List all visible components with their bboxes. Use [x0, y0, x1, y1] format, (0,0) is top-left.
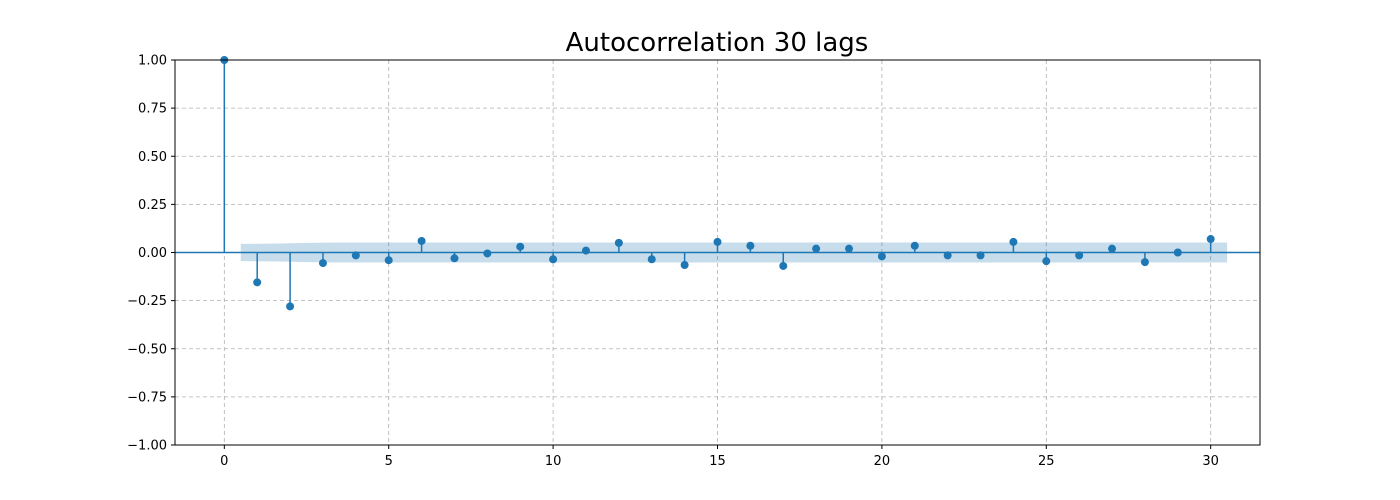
x-tick-label: 25: [1038, 454, 1055, 469]
y-tick-label: 0.25: [138, 198, 167, 213]
stem-marker: [1206, 235, 1215, 244]
x-tick-label: 30: [1202, 454, 1219, 469]
y-tick-label: 1.00: [138, 54, 167, 69]
stem-marker: [253, 278, 262, 287]
y-tick-label: −0.50: [127, 342, 167, 357]
y-axis-ticks: 1.00 0.75 0.50 0.25 0.00 −0.25 −0.50 −0.75 −1.00: [127, 54, 175, 454]
stem-marker: [976, 251, 985, 260]
stem-marker: [943, 251, 952, 260]
y-tick-label: −0.75: [127, 390, 167, 405]
stem-layer: [220, 56, 1215, 311]
stem-marker: [516, 242, 525, 251]
chart-title: Autocorrelation 30 lags: [566, 28, 869, 58]
stem-marker: [845, 244, 854, 253]
stem-marker: [318, 259, 327, 268]
stem-marker: [746, 241, 755, 250]
stem-marker: [581, 246, 590, 255]
stem-marker: [812, 244, 821, 253]
stem-marker: [1173, 248, 1182, 257]
stem-marker: [483, 249, 492, 258]
stem-marker: [450, 254, 459, 263]
x-tick-label: 20: [874, 454, 891, 469]
stem-marker: [351, 251, 360, 260]
stem-marker: [877, 252, 886, 261]
x-axis-ticks: 0 5 10 15 20 25 30: [220, 445, 1219, 469]
stem-marker: [286, 302, 295, 311]
y-tick-label: 0.00: [138, 246, 167, 261]
x-tick-label: 10: [545, 454, 562, 469]
stem-marker: [549, 255, 558, 264]
stem-marker: [779, 261, 788, 270]
stem-marker: [1075, 251, 1084, 260]
x-tick-label: 0: [220, 454, 228, 469]
stem-marker: [1108, 244, 1117, 253]
y-tick-label: 0.75: [138, 102, 167, 117]
stem-marker: [1140, 258, 1149, 267]
stem-marker: [1009, 237, 1018, 246]
y-tick-label: −1.00: [127, 439, 167, 454]
stem-marker: [680, 261, 689, 270]
stem-marker: [417, 236, 426, 245]
x-tick-label: 15: [709, 454, 726, 469]
stem-marker: [647, 255, 656, 264]
y-tick-label: 0.50: [138, 150, 167, 165]
y-tick-label: −0.25: [127, 294, 167, 309]
stem-marker: [1042, 257, 1051, 266]
stem-marker: [384, 256, 393, 265]
stem-marker: [614, 238, 623, 247]
stem-marker: [910, 241, 919, 250]
x-tick-label: 5: [385, 454, 393, 469]
stem-marker: [713, 237, 722, 246]
